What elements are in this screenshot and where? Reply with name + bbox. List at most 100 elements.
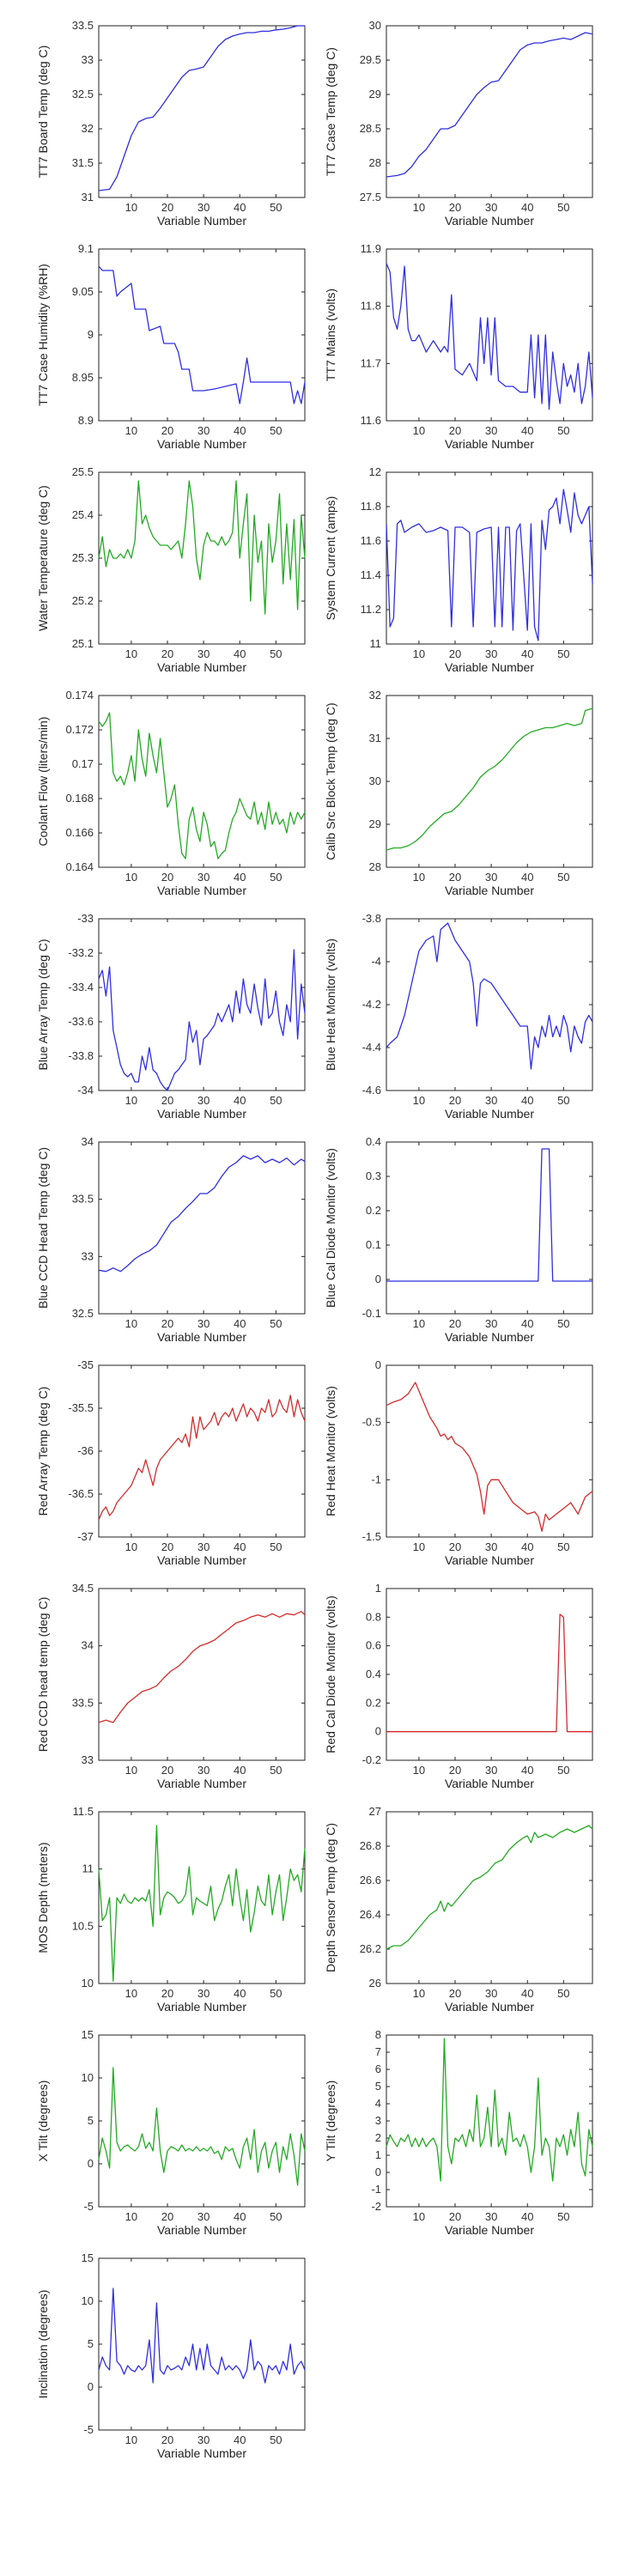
x-axis-label: Variable Number bbox=[157, 1107, 246, 1121]
y-tick-label: 0.2 bbox=[366, 1696, 381, 1709]
x-tick-label: 50 bbox=[557, 1094, 569, 1107]
chart-18: 26 26.2 26.4 26.6 26.8 27 10 20 30 40 50 Variable N… bbox=[324, 1805, 593, 2014]
y-tick-label: 27 bbox=[369, 1805, 381, 1818]
x-tick-label: 10 bbox=[125, 1094, 137, 1107]
chart-12: -0.1 0 0.1 0.2 0.3 0.4 10 20 30 40 50 Variable Numb… bbox=[324, 1135, 593, 1344]
x-tick-label: 50 bbox=[557, 1987, 569, 2000]
x-tick-label: 10 bbox=[413, 1764, 425, 1777]
y-tick-label: -0.5 bbox=[362, 1416, 381, 1429]
y-tick-label: 9.1 bbox=[78, 242, 94, 255]
y-tick-label: 31 bbox=[82, 191, 94, 204]
y-axis-label: TT7 Case Humidity (%RH) bbox=[36, 264, 50, 406]
x-tick-label: 10 bbox=[413, 424, 425, 437]
y-tick-label: 11.6 bbox=[361, 414, 381, 427]
y-tick-label: -2 bbox=[371, 2200, 381, 2213]
plot-frame bbox=[386, 1141, 593, 1315]
y-tick-label: 8.95 bbox=[72, 371, 94, 384]
y-tick-label: 0.174 bbox=[65, 689, 94, 702]
chart-6: 11 11.2 11.4 11.6 11.8 12 10 20 30 40 50 Variable N… bbox=[324, 465, 593, 674]
y-tick-label: 4 bbox=[375, 2097, 381, 2110]
series-line bbox=[98, 2067, 306, 2186]
x-tick-label: 50 bbox=[270, 1987, 282, 2000]
plot-frame bbox=[98, 1811, 306, 1984]
x-axis-label: Variable Number bbox=[157, 884, 246, 897]
series-line bbox=[386, 1825, 593, 1950]
x-tick-label: 10 bbox=[413, 1987, 425, 2000]
x-tick-label: 20 bbox=[449, 871, 461, 884]
x-axis-label: Variable Number bbox=[157, 214, 246, 228]
y-tick-label: 26.2 bbox=[360, 1942, 381, 1955]
y-tick-label: -36.5 bbox=[68, 1487, 94, 1500]
x-tick-label: 20 bbox=[161, 2210, 173, 2223]
x-tick-label: 40 bbox=[521, 2210, 533, 2223]
x-axis-label: Variable Number bbox=[445, 1777, 534, 1790]
y-axis-label: Red CCD head temp (deg C) bbox=[36, 1597, 50, 1753]
x-tick-label: 40 bbox=[521, 1094, 533, 1107]
series-line bbox=[98, 949, 306, 1091]
x-tick-label: 20 bbox=[449, 647, 461, 660]
x-tick-label: 40 bbox=[521, 424, 533, 437]
y-tick-label: 32.5 bbox=[72, 1307, 94, 1320]
x-tick-label: 20 bbox=[449, 201, 461, 214]
y-tick-label: 5 bbox=[88, 2337, 94, 2350]
x-tick-label: 20 bbox=[449, 424, 461, 437]
x-tick-label: 40 bbox=[234, 2210, 246, 2223]
y-tick-label: -33.8 bbox=[68, 1049, 94, 1062]
y-axis-label: Inclination (degrees) bbox=[36, 2290, 50, 2399]
y-tick-label: -34 bbox=[77, 1084, 94, 1097]
y-axis-label: Coolant Flow (liters/min) bbox=[36, 717, 50, 847]
x-tick-label: 50 bbox=[270, 647, 282, 660]
y-tick-label: 32 bbox=[369, 689, 381, 702]
y-tick-label: 27.5 bbox=[360, 191, 381, 204]
x-axis-label: Variable Number bbox=[157, 1330, 246, 1344]
x-axis-label: Variable Number bbox=[157, 1777, 246, 1790]
y-tick-label: 11.9 bbox=[361, 242, 381, 255]
y-axis-label: Water Temperature (deg C) bbox=[36, 485, 50, 631]
y-tick-label: 5 bbox=[88, 2114, 94, 2127]
y-tick-label: 11 bbox=[370, 637, 382, 650]
y-tick-label: -33.2 bbox=[68, 946, 94, 959]
y-tick-label: 32 bbox=[82, 122, 94, 135]
plot-frame bbox=[98, 695, 306, 868]
x-tick-label: 50 bbox=[557, 2210, 569, 2223]
series-line bbox=[98, 25, 305, 191]
y-tick-label: 33 bbox=[82, 1249, 94, 1262]
y-tick-label: 0.17 bbox=[72, 757, 94, 770]
x-axis-label: Variable Number bbox=[445, 1553, 534, 1567]
y-tick-label: 26.8 bbox=[360, 1839, 381, 1852]
x-tick-label: 30 bbox=[485, 1317, 497, 1330]
x-tick-label: 50 bbox=[557, 201, 569, 214]
y-tick-label: 29 bbox=[369, 88, 381, 100]
y-axis-label: Y Tilt (degrees) bbox=[324, 2081, 337, 2162]
chart-9: -34 -33.8 -33.6 -33.4 -33.2 -33 10 20 30 40 50 Vari… bbox=[36, 912, 306, 1121]
x-tick-label: 50 bbox=[270, 2433, 282, 2446]
y-tick-label: 3 bbox=[375, 2114, 381, 2127]
x-tick-label: 20 bbox=[161, 647, 173, 660]
series-line bbox=[386, 1148, 592, 1282]
series-line bbox=[98, 1155, 306, 1273]
y-tick-label: 33.5 bbox=[72, 19, 94, 32]
x-tick-label: 30 bbox=[485, 201, 497, 214]
y-tick-label: 0.6 bbox=[366, 1639, 381, 1652]
x-axis-label: Variable Number bbox=[157, 1553, 246, 1567]
y-tick-label: -1 bbox=[371, 2183, 381, 2196]
chart-5: 25.1 25.2 25.3 25.4 25.5 10 20 30 40 50 Variable N… bbox=[36, 465, 306, 674]
x-tick-label: 30 bbox=[197, 2433, 210, 2446]
y-axis-label: TT7 Board Temp (deg C) bbox=[36, 46, 50, 179]
x-tick-label: 40 bbox=[521, 1987, 533, 2000]
y-axis-label: MOS Depth (meters) bbox=[36, 1842, 50, 1953]
series-line bbox=[386, 32, 593, 178]
chart-20: -2 -1 0 1 2 3 4 5 6 7 8 10 20 30 40 50 Variable Number Y … bbox=[324, 2028, 593, 2237]
y-tick-label: 8 bbox=[375, 2028, 381, 2041]
y-tick-label: 34.5 bbox=[72, 1582, 94, 1595]
y-tick-label: 25.5 bbox=[72, 465, 94, 478]
x-axis-label: Variable Number bbox=[157, 2223, 246, 2237]
y-tick-label: -33 bbox=[77, 912, 94, 925]
y-tick-label: 26.4 bbox=[360, 1908, 381, 1921]
x-tick-label: 30 bbox=[197, 1987, 210, 2000]
x-tick-label: 20 bbox=[161, 1317, 173, 1330]
plot-frame bbox=[386, 918, 593, 1091]
x-tick-label: 20 bbox=[161, 871, 173, 884]
y-tick-label: 28 bbox=[369, 156, 381, 169]
chart-17: 10 10.5 11 11.5 10 20 30 40 50 Variable Number MOS… bbox=[36, 1805, 306, 2014]
